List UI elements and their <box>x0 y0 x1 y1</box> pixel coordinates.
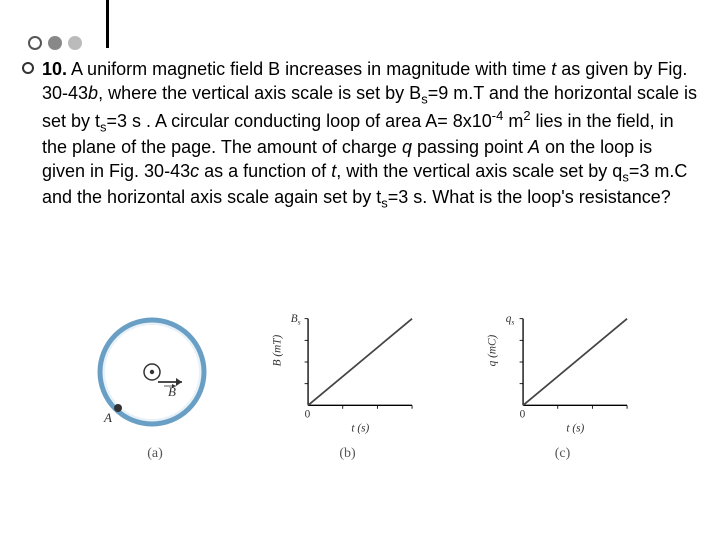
graph-b-ylabel: B (mT) <box>271 335 283 367</box>
figure-a-caption: (a) <box>147 446 163 462</box>
graph-b-ymax: Bs <box>291 313 301 327</box>
graph-c: q (mC) qs 0 t (s) <box>475 310 650 440</box>
dot-3 <box>68 36 82 50</box>
graph-b-xlabel: t (s) <box>351 422 369 434</box>
figure-b-caption: (b) <box>339 446 355 462</box>
figure-a: B A (a) <box>90 310 220 462</box>
graph-c-origin: 0 <box>520 408 526 420</box>
problem-body: A uniform magnetic field B increases in … <box>42 59 697 207</box>
graph-c-ylabel: q (mC) <box>486 335 498 367</box>
problem-text: 10. A uniform magnetic field B increases… <box>42 58 700 211</box>
figure-c: q (mC) qs 0 t (s) (c) <box>475 310 650 462</box>
bullet-icon <box>22 62 34 74</box>
problem-number: 10. <box>42 59 67 79</box>
accent-dots <box>28 36 82 50</box>
graph-c-ymax: qs <box>506 313 515 327</box>
accent-vertical-line <box>106 0 109 48</box>
graph-c-xlabel: t (s) <box>566 422 584 434</box>
point-label: A <box>103 410 112 425</box>
figure-b: B (mT) Bs 0 t (s) (b) <box>260 310 435 462</box>
figure-c-caption: (c) <box>555 446 571 462</box>
dot-2 <box>48 36 62 50</box>
loop-diagram: B A <box>90 310 220 440</box>
graph-b: B (mT) Bs 0 t (s) <box>260 310 435 440</box>
figures-row: B A (a) B (mT) Bs 0 <box>90 310 650 462</box>
dot-1 <box>28 36 42 50</box>
graph-b-origin: 0 <box>305 408 311 420</box>
